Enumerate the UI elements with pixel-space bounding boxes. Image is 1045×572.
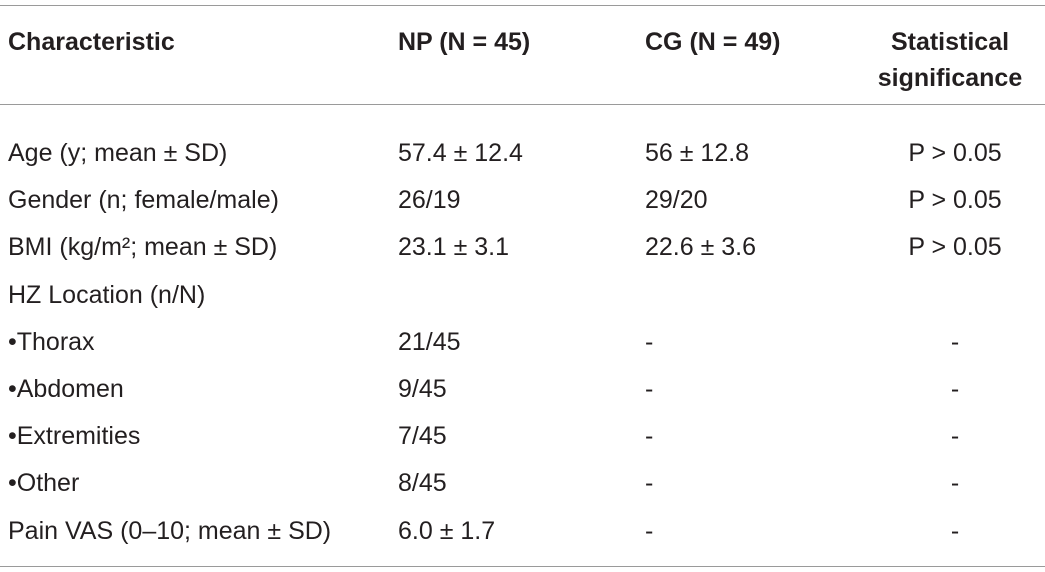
table-cell: - xyxy=(645,327,654,356)
table-cell: •Abdomen xyxy=(8,375,124,403)
table-cell: •Other xyxy=(8,469,80,498)
table-cell: 8/45 xyxy=(398,469,447,498)
top-rule xyxy=(0,5,1045,6)
table-cell: •Thorax xyxy=(8,327,95,356)
bottom-rule xyxy=(0,566,1045,567)
table-cell: Age (y; mean ± SD) xyxy=(8,139,228,167)
table-cell: - xyxy=(950,516,960,545)
table-cell: 57.4 ± 12.4 xyxy=(398,139,523,167)
table-cell: - xyxy=(950,327,960,356)
table-cell: 9/45 xyxy=(398,375,447,403)
header-cell: Statistical significance xyxy=(877,28,1023,92)
table-cell: 23.1 ± 3.1 xyxy=(398,233,510,262)
table-cell: •Extremities xyxy=(8,422,141,451)
table-cell: Pain VAS (0–10; mean ± SD) xyxy=(8,516,332,545)
header-rule xyxy=(0,104,1045,105)
header-cell: CG (N = 49) xyxy=(645,28,781,56)
table-cell: - xyxy=(645,516,654,545)
table-cell: 6.0 ± 1.7 xyxy=(398,516,496,545)
table-cell: - xyxy=(950,422,960,451)
table-cell: 7/45 xyxy=(398,422,447,451)
table-cell: - xyxy=(645,422,654,451)
table-cell: 21/45 xyxy=(398,327,461,356)
table-cell: Gender (n; female/male) xyxy=(8,186,279,215)
table-cell: P > 0.05 xyxy=(908,233,1002,262)
table-cell: HZ Location (n/N) xyxy=(8,280,206,309)
table-cell: 29/20 xyxy=(645,186,708,215)
table-cell: P > 0.05 xyxy=(908,186,1002,215)
table-cell: - xyxy=(950,469,960,498)
table-cell: - xyxy=(950,375,960,403)
table-cell: 26/19 xyxy=(398,186,461,215)
header-cell: Characteristic xyxy=(8,28,175,56)
table-cell: - xyxy=(645,469,654,498)
table-cell: 56 ± 12.8 xyxy=(645,139,750,167)
table-cell: 22.6 ± 3.6 xyxy=(645,233,757,262)
header-cell: NP (N = 45) xyxy=(398,28,531,56)
table-cell: - xyxy=(645,375,654,403)
table-cell: BMI (kg/m²; mean ± SD) xyxy=(8,233,278,262)
table-cell: P > 0.05 xyxy=(908,139,1002,167)
